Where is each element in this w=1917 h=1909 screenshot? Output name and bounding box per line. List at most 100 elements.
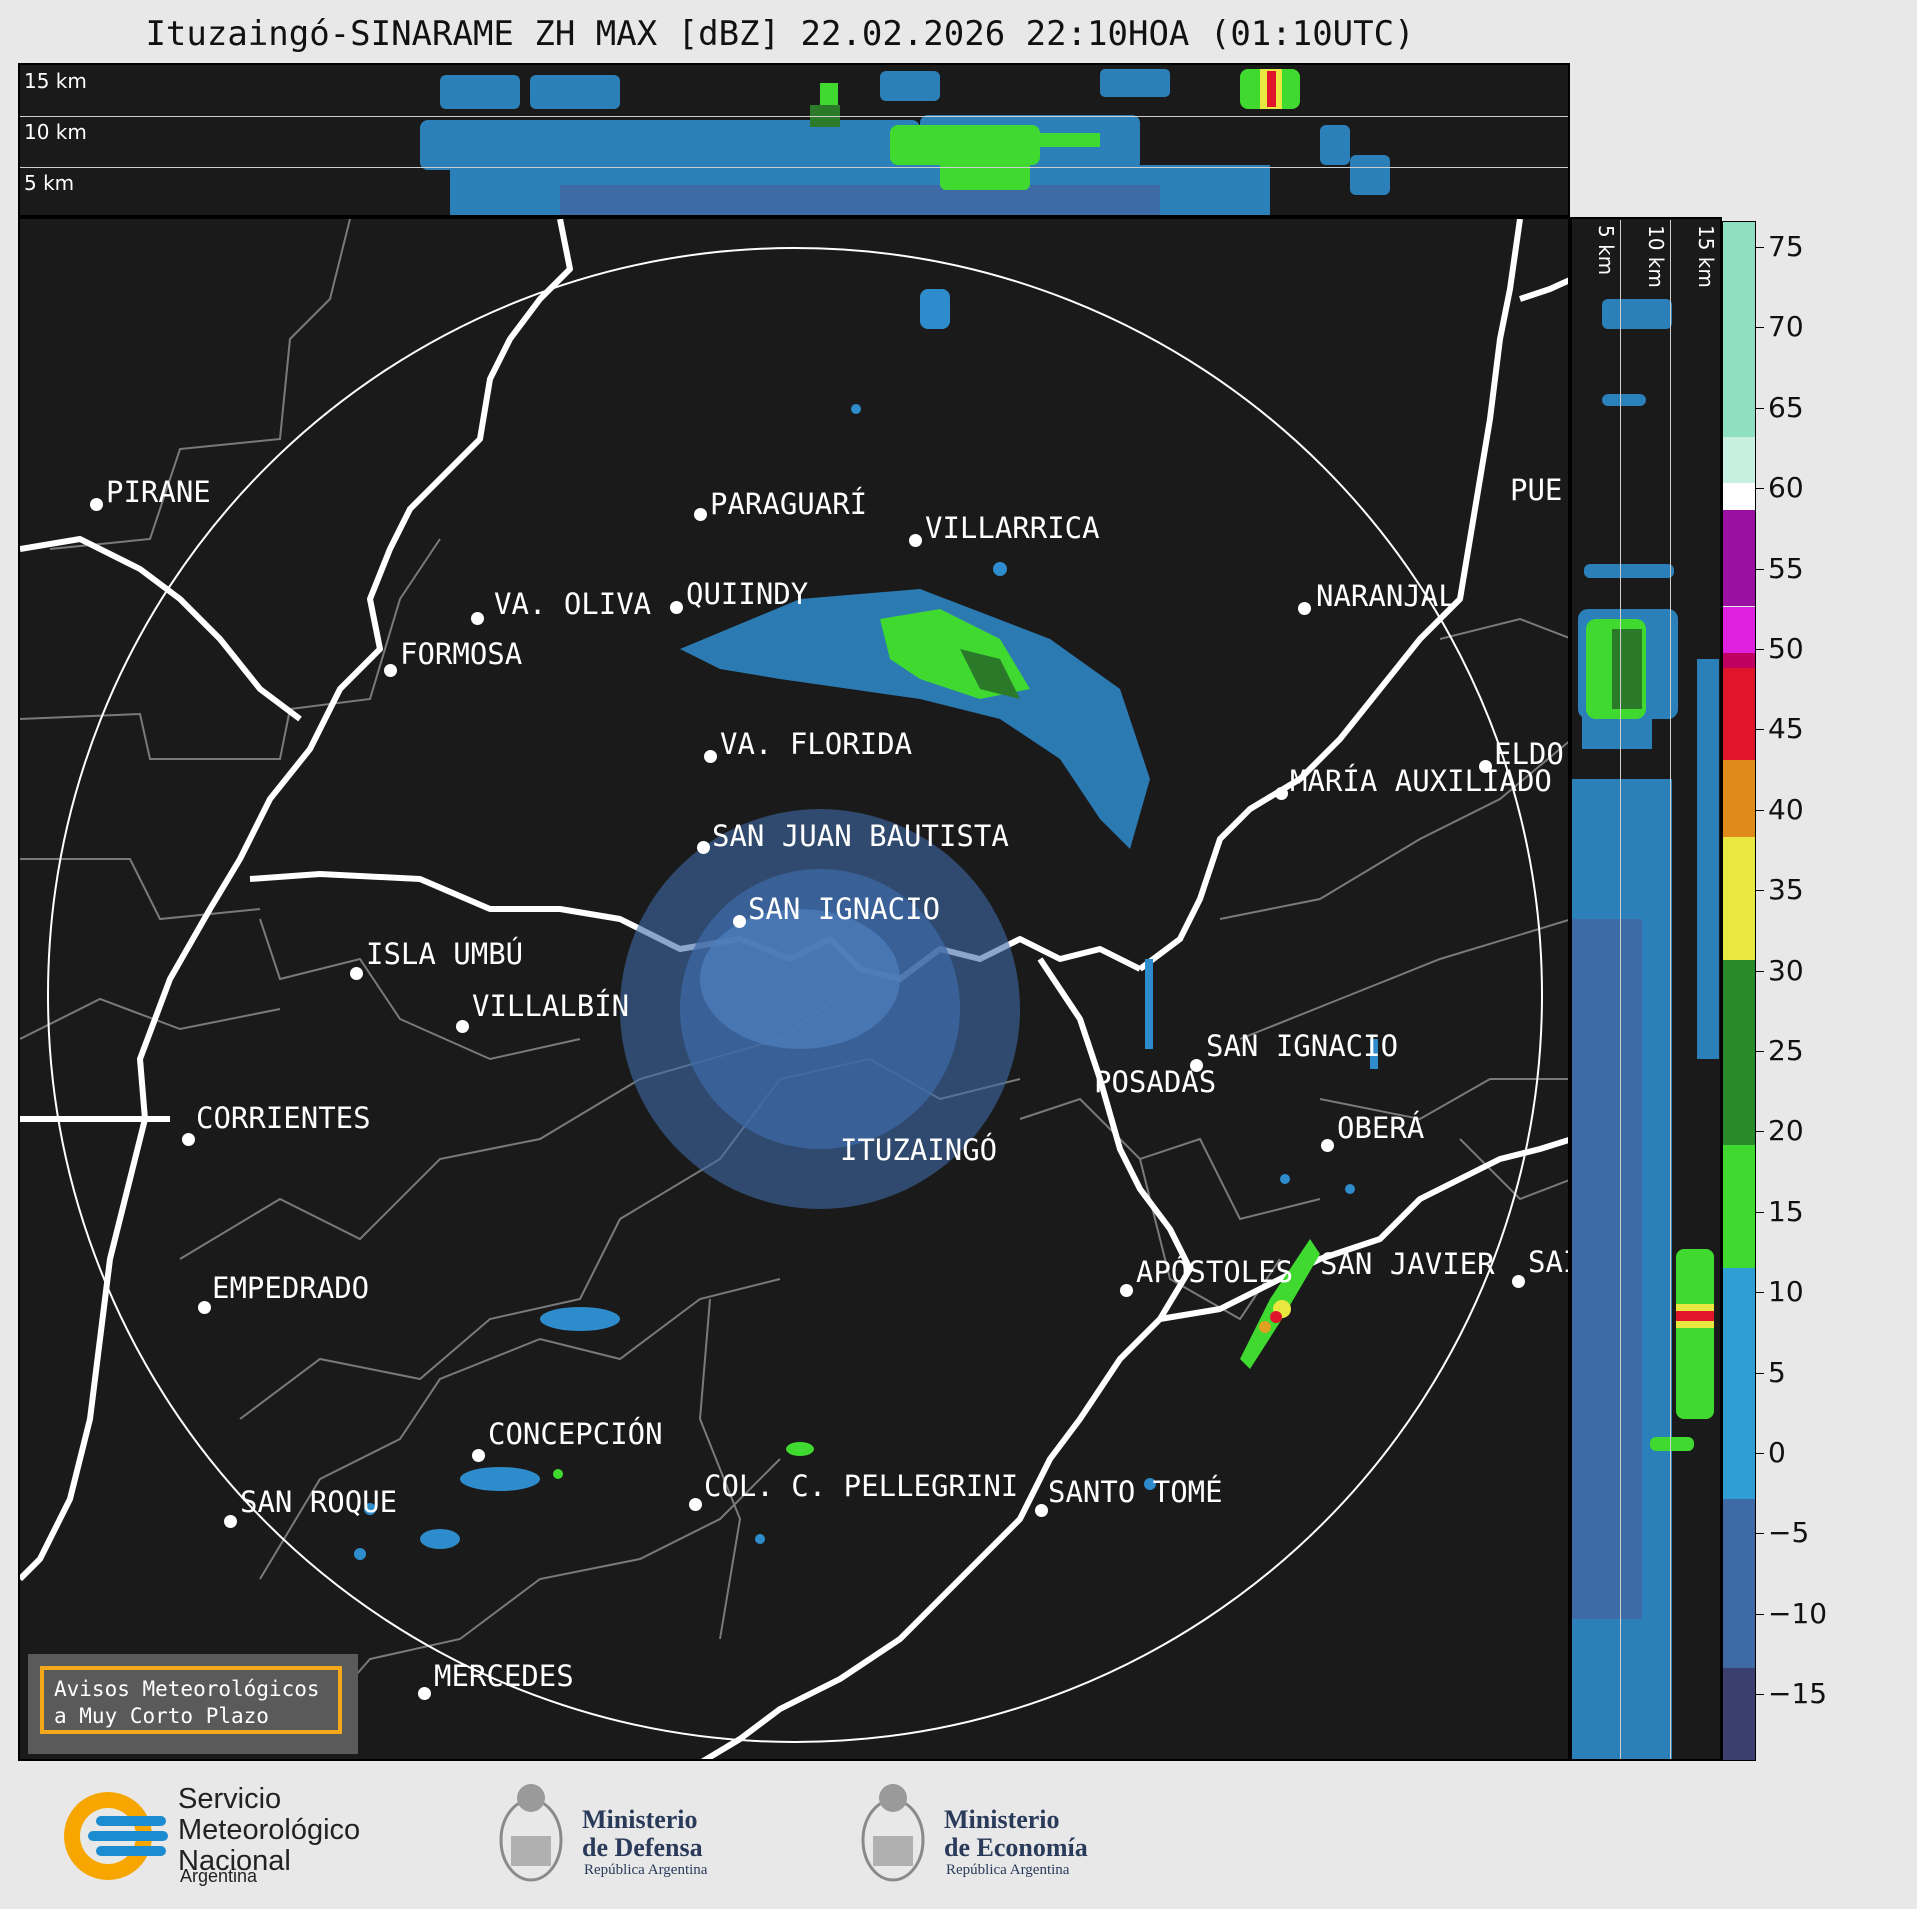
colorbar-tick <box>1756 1372 1764 1374</box>
radar-map-geometry <box>20 219 1568 1759</box>
radar-map: PIRANE PARAGUARÍ VILLARRICA QUIINDY VA. … <box>18 217 1570 1761</box>
colorbar-segment <box>1723 606 1755 653</box>
top-cross-section: 15 km 10 km 5 km <box>18 63 1570 217</box>
colorbar-tick <box>1756 649 1764 650</box>
avisos-line2: a Muy Corto Plazo <box>54 1704 269 1728</box>
avisos-line1: Avisos Meteorológicos <box>54 1677 320 1701</box>
defensa-logo-text: Ministerio de Defensa <box>582 1805 703 1862</box>
city-dot <box>472 1449 485 1462</box>
colorbar-label: −15 <box>1768 1677 1828 1711</box>
range-ring <box>47 247 1543 1743</box>
cell-line-se <box>1240 1239 1320 1369</box>
colorbar-segment <box>1723 652 1755 668</box>
city-dot <box>704 750 717 763</box>
top-cross-section-echoes <box>20 69 1568 215</box>
colorbar-tick <box>1756 970 1764 972</box>
city-dot <box>90 498 103 511</box>
colorbar-tick <box>1756 1051 1764 1052</box>
side-cross-section: 5 km 10 km 15 km <box>1570 217 1722 1761</box>
colorbar-label: 20 <box>1768 1114 1804 1148</box>
colorbar-label: 35 <box>1768 873 1804 907</box>
colorbar-segment <box>1723 1160 1755 1268</box>
smn-logo-text: Servicio Meteorológico Nacional <box>178 1783 361 1877</box>
colorbar-label: 40 <box>1768 792 1804 826</box>
colorbar-segment <box>1723 509 1755 607</box>
defensa-crest-icon <box>499 1784 563 1882</box>
city-dot <box>198 1301 211 1314</box>
colorbar-tick <box>1756 568 1764 570</box>
city-label: SANTO TOMÉ <box>1048 1475 1223 1509</box>
colorbar-segment <box>1723 837 1755 961</box>
colorbar-tick <box>1756 890 1764 892</box>
city-dot <box>418 1687 431 1700</box>
rivers <box>20 219 1568 1759</box>
city-label: POSADAS <box>1094 1065 1217 1099</box>
side-altitude-label: 15 km <box>1694 225 1718 288</box>
colorbar-tick <box>1756 1211 1764 1213</box>
city-dot <box>1190 1059 1203 1072</box>
city-label: FORMOSA <box>400 637 523 671</box>
city-label: VA. FLORIDA <box>720 727 913 761</box>
colorbar-label: 70 <box>1768 310 1804 344</box>
colorbar-label: 25 <box>1768 1034 1804 1067</box>
city-label: COL. C. PELLEGRINI <box>704 1469 1019 1503</box>
city-dot <box>456 1020 469 1033</box>
colorbar-tick <box>1756 488 1764 490</box>
colorbar-tick <box>1756 1694 1764 1696</box>
city-label: ELDO <box>1494 737 1564 771</box>
city-dot <box>224 1515 237 1528</box>
colorbar-label: 0 <box>1768 1436 1786 1469</box>
chart-title: Ituzaingó-SINARAME ZH MAX [dBZ] 22.02.20… <box>145 14 1415 54</box>
top-altitude-label: 10 km <box>24 120 87 144</box>
city-dot <box>694 508 707 521</box>
colorbar-segment <box>1723 1667 1755 1760</box>
colorbar-tick <box>1756 1613 1764 1615</box>
smn-logo-subtitle: Argentina <box>180 1866 258 1886</box>
storm-complex <box>680 589 1150 849</box>
economia-crest-icon <box>861 1784 925 1882</box>
city-label: PARAGUARÍ <box>710 487 868 521</box>
colorbar-tick <box>1756 1131 1764 1133</box>
city-label: ISLA UMBÚ <box>366 937 524 971</box>
colorbar-label: 5 <box>1768 1355 1786 1389</box>
colorbar-segment <box>1723 668 1755 761</box>
colorbar-segment <box>1723 1267 1755 1499</box>
city-label: ITUZAINGÓ <box>840 1133 998 1167</box>
colorbar-tick <box>1756 327 1764 329</box>
colorbar-label: 50 <box>1768 632 1804 665</box>
near-range-echoes <box>620 809 1020 1209</box>
city-label: SAN ROQUE <box>240 1485 398 1519</box>
side-cross-section-echoes <box>1572 220 1719 1759</box>
colorbar-tick <box>1756 247 1764 248</box>
city-dot <box>697 841 710 854</box>
city-dot <box>471 612 484 625</box>
city-label: NARANJAL <box>1316 579 1456 613</box>
city-dot <box>909 534 922 547</box>
reflectivity-colorbar <box>1722 221 1756 1761</box>
colorbar-segment <box>1723 483 1755 510</box>
smn-logo-icon <box>64 1792 168 1880</box>
avisos-box[interactable]: Avisos Meteorológicos a Muy Corto Plazo <box>28 1654 358 1754</box>
city-label: SAN JUAN BAUTISTA <box>712 819 1009 853</box>
city-dot <box>1479 760 1492 773</box>
city-dot <box>1120 1284 1133 1297</box>
colorbar-segment <box>1723 437 1755 484</box>
colorbar-label: 45 <box>1768 712 1804 746</box>
city-dot <box>350 967 363 980</box>
city-dot <box>689 1498 702 1511</box>
colorbar-label: 15 <box>1768 1194 1804 1228</box>
side-altitude-label: 5 km <box>1594 225 1618 276</box>
city-dot <box>1512 1275 1525 1288</box>
colorbar-segment <box>1723 222 1755 438</box>
colorbar-label: 65 <box>1768 390 1804 424</box>
city-label: OBERÁ <box>1337 1111 1425 1145</box>
colorbar-tick <box>1756 1533 1764 1535</box>
city-label: MARÍA AUXILIADO <box>1290 764 1552 798</box>
city-label: MERCEDES <box>434 1659 574 1693</box>
colorbar-tick <box>1756 729 1764 731</box>
economia-logo-text: Ministerio de Economía <box>944 1805 1088 1862</box>
colorbar-tick <box>1756 809 1764 811</box>
colorbar-label: 55 <box>1768 551 1804 585</box>
city-label: QUIINDY <box>686 577 809 611</box>
city-dot <box>1298 602 1311 615</box>
